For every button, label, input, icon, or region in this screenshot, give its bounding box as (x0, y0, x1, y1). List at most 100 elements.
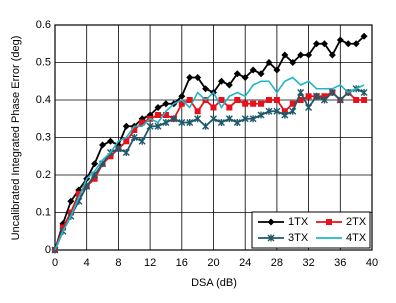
marker (225, 115, 233, 123)
marker (336, 36, 344, 44)
marker (178, 92, 186, 100)
x-tick-label: 32 (302, 257, 314, 269)
legend-label: 1TX (288, 216, 309, 228)
legend-box (251, 211, 371, 249)
marker (67, 197, 75, 205)
marker (155, 112, 162, 118)
y-tick-label: 0.3 (36, 131, 51, 143)
marker (326, 219, 332, 225)
x-tick-label: 4 (84, 257, 90, 269)
y-tick-label: 0.5 (36, 56, 51, 68)
marker (273, 107, 281, 115)
x-tick-label: 36 (334, 257, 346, 269)
marker (91, 175, 98, 182)
marker (131, 127, 138, 133)
legend-label: 4TX (346, 232, 367, 244)
marker (210, 104, 217, 111)
marker (352, 40, 360, 48)
marker (202, 122, 210, 130)
marker (122, 122, 130, 130)
plot-frame (54, 24, 373, 251)
marker (281, 111, 289, 119)
marker (361, 97, 368, 103)
legend-label: 3TX (288, 232, 309, 244)
marker (194, 74, 202, 81)
marker (257, 70, 265, 78)
marker (297, 89, 305, 96)
marker (194, 108, 201, 115)
marker (313, 40, 321, 48)
marker (75, 190, 82, 197)
x-tick-label: 0 (52, 257, 58, 269)
marker (114, 145, 122, 153)
y-tick-label: 0.2 (36, 169, 51, 181)
marker (225, 81, 233, 89)
marker (217, 77, 225, 85)
marker (130, 134, 138, 141)
marker (344, 40, 352, 48)
x-tick-label: 28 (271, 257, 283, 269)
marker (289, 59, 297, 66)
marker (336, 96, 344, 104)
marker (234, 97, 241, 103)
marker (265, 59, 273, 66)
marker (123, 138, 130, 145)
marker (67, 209, 74, 216)
marker (241, 74, 249, 81)
marker (289, 100, 296, 107)
marker (99, 141, 107, 149)
marker (289, 107, 297, 115)
marker (320, 96, 328, 104)
marker (281, 108, 288, 115)
series-line (54, 76, 365, 251)
marker (242, 100, 249, 107)
x-tick-label: 20 (207, 257, 219, 269)
marker (217, 119, 225, 126)
marker (162, 100, 170, 108)
marker (305, 93, 312, 100)
marker (162, 112, 169, 118)
marker (249, 66, 257, 74)
marker (320, 40, 328, 48)
marker (233, 119, 241, 126)
marker (241, 115, 249, 123)
y-tick-label: 0.4 (36, 94, 51, 106)
marker (313, 92, 321, 100)
marker (328, 51, 336, 59)
y-tick-label: 0.1 (36, 206, 51, 218)
marker (297, 51, 305, 59)
marker (107, 153, 114, 160)
marker (186, 119, 194, 126)
marker (267, 234, 275, 242)
marker (360, 89, 368, 96)
marker (154, 104, 162, 111)
marker (226, 104, 233, 111)
x-tick-label: 16 (176, 257, 188, 269)
marker (353, 97, 360, 103)
marker (281, 51, 289, 59)
marker (154, 122, 162, 130)
x-axis-label: DSA (dB) (191, 277, 237, 289)
marker (106, 137, 114, 145)
x-tick-label: 12 (144, 257, 156, 269)
marker (210, 115, 217, 123)
marker (360, 32, 368, 40)
marker (297, 97, 304, 103)
marker (257, 111, 265, 119)
marker (258, 100, 265, 107)
marker (186, 74, 194, 81)
marker (321, 93, 328, 100)
series-line (54, 87, 365, 251)
x-tick-label: 24 (239, 257, 251, 269)
marker (249, 115, 257, 123)
marker (139, 119, 146, 126)
x-tick-label: 40 (366, 257, 378, 269)
series-line (54, 35, 365, 251)
marker (305, 51, 313, 59)
marker (273, 66, 281, 74)
marker (328, 89, 336, 96)
marker (178, 119, 186, 126)
marker (178, 100, 185, 107)
